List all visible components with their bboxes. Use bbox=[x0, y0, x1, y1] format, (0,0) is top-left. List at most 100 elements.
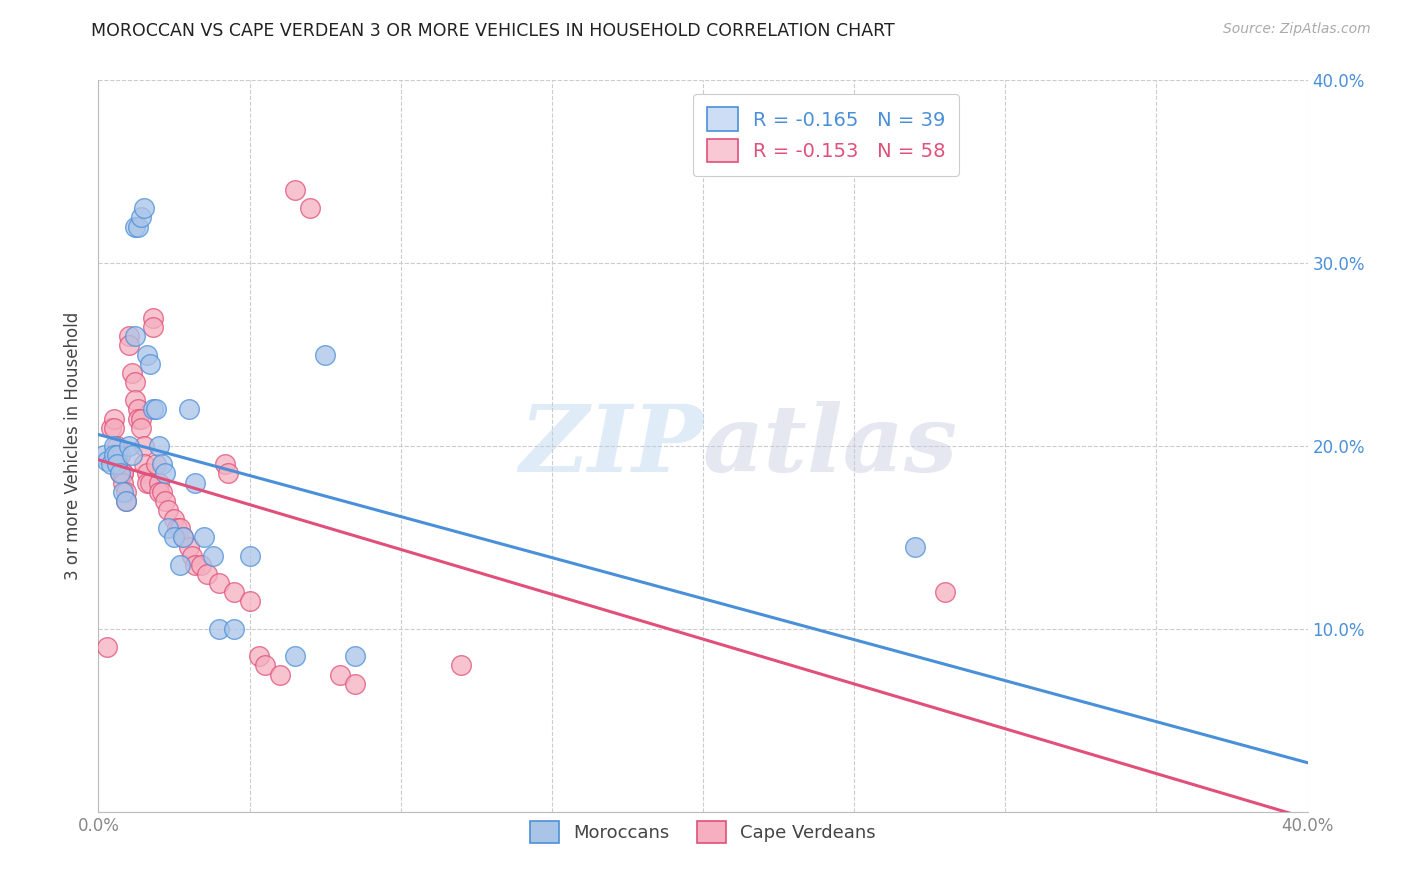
Point bbox=[329, 667, 352, 681]
Point bbox=[111, 475, 134, 490]
Point bbox=[100, 457, 122, 471]
Point bbox=[145, 457, 167, 471]
Point bbox=[208, 622, 231, 636]
Point bbox=[139, 357, 162, 371]
Point bbox=[166, 521, 188, 535]
Point bbox=[129, 421, 152, 435]
Legend: Moroccans, Cape Verdeans: Moroccans, Cape Verdeans bbox=[523, 814, 883, 850]
Point bbox=[148, 484, 170, 499]
Point bbox=[124, 329, 146, 343]
Text: atlas: atlas bbox=[703, 401, 959, 491]
Point bbox=[150, 484, 173, 499]
Point bbox=[934, 585, 956, 599]
Point bbox=[93, 448, 115, 462]
Point bbox=[142, 320, 165, 334]
Point bbox=[127, 219, 149, 234]
Y-axis label: 3 or more Vehicles in Household: 3 or more Vehicles in Household bbox=[65, 312, 83, 580]
Point bbox=[904, 540, 927, 554]
Point bbox=[208, 576, 231, 591]
Point bbox=[163, 530, 186, 544]
Point bbox=[108, 467, 131, 481]
Point bbox=[179, 540, 201, 554]
Point bbox=[124, 393, 146, 408]
Point bbox=[114, 494, 136, 508]
Point bbox=[118, 338, 141, 352]
Point bbox=[172, 530, 194, 544]
Point bbox=[142, 402, 165, 417]
Point bbox=[100, 421, 122, 435]
Point bbox=[96, 453, 118, 467]
Point bbox=[344, 649, 367, 664]
Point bbox=[156, 503, 179, 517]
Point bbox=[195, 567, 218, 582]
Point bbox=[135, 347, 157, 362]
Point bbox=[145, 402, 167, 417]
Point bbox=[103, 448, 125, 462]
Point bbox=[299, 201, 322, 215]
Point bbox=[239, 594, 262, 608]
Point bbox=[129, 411, 152, 425]
Point bbox=[108, 467, 131, 481]
Point bbox=[184, 475, 207, 490]
Point bbox=[121, 448, 143, 462]
Point bbox=[132, 457, 155, 471]
Point bbox=[135, 467, 157, 481]
Point bbox=[150, 457, 173, 471]
Point bbox=[132, 439, 155, 453]
Point bbox=[224, 585, 246, 599]
Point bbox=[111, 467, 134, 481]
Point bbox=[105, 448, 128, 462]
Point bbox=[121, 366, 143, 380]
Point bbox=[156, 521, 179, 535]
Point bbox=[135, 475, 157, 490]
Point bbox=[127, 402, 149, 417]
Point bbox=[139, 475, 162, 490]
Point bbox=[103, 411, 125, 425]
Point bbox=[190, 558, 212, 572]
Point bbox=[184, 558, 207, 572]
Point bbox=[129, 211, 152, 225]
Point bbox=[253, 658, 276, 673]
Point bbox=[153, 494, 176, 508]
Point bbox=[181, 549, 204, 563]
Point bbox=[214, 457, 236, 471]
Point bbox=[269, 667, 291, 681]
Point bbox=[111, 467, 134, 481]
Point bbox=[111, 484, 134, 499]
Point bbox=[96, 640, 118, 655]
Point bbox=[148, 439, 170, 453]
Point bbox=[193, 530, 215, 544]
Point bbox=[105, 439, 128, 453]
Text: Source: ZipAtlas.com: Source: ZipAtlas.com bbox=[1223, 22, 1371, 37]
Point bbox=[103, 439, 125, 453]
Point bbox=[132, 201, 155, 215]
Point bbox=[169, 558, 191, 572]
Point bbox=[314, 347, 336, 362]
Point bbox=[202, 549, 225, 563]
Point bbox=[450, 658, 472, 673]
Point bbox=[239, 549, 262, 563]
Point bbox=[105, 457, 128, 471]
Point bbox=[114, 484, 136, 499]
Text: ZIP: ZIP bbox=[519, 401, 703, 491]
Point bbox=[217, 467, 239, 481]
Point bbox=[344, 676, 367, 690]
Point bbox=[114, 494, 136, 508]
Point bbox=[103, 421, 125, 435]
Point bbox=[108, 448, 131, 462]
Point bbox=[163, 512, 186, 526]
Point bbox=[118, 439, 141, 453]
Point bbox=[118, 329, 141, 343]
Text: MOROCCAN VS CAPE VERDEAN 3 OR MORE VEHICLES IN HOUSEHOLD CORRELATION CHART: MOROCCAN VS CAPE VERDEAN 3 OR MORE VEHIC… bbox=[91, 22, 896, 40]
Point bbox=[148, 475, 170, 490]
Point bbox=[127, 411, 149, 425]
Point bbox=[124, 375, 146, 389]
Point bbox=[124, 219, 146, 234]
Point bbox=[142, 310, 165, 325]
Point bbox=[153, 467, 176, 481]
Point bbox=[284, 649, 307, 664]
Point bbox=[224, 622, 246, 636]
Point bbox=[105, 457, 128, 471]
Point bbox=[247, 649, 270, 664]
Point bbox=[169, 521, 191, 535]
